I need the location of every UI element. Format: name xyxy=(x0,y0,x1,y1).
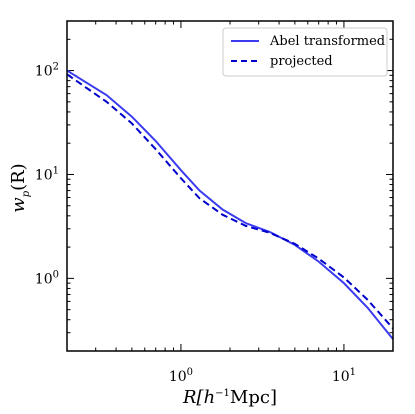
x-axis-label: R[h−1Mpc] xyxy=(182,387,277,408)
x-tick-label: 100 xyxy=(169,367,193,385)
y-tick-label: 100 xyxy=(35,269,59,287)
y-tick-label: 101 xyxy=(35,165,59,183)
legend-box xyxy=(222,27,388,77)
legend: Abel transformed projected xyxy=(222,27,388,77)
y-tick-label: 102 xyxy=(35,62,59,80)
series-line-abel-transformed xyxy=(66,69,394,340)
tick-labels: 100 101 100 101 102 xyxy=(35,62,356,385)
plot-frame xyxy=(66,20,394,352)
series-line-projected xyxy=(66,73,394,330)
series-layer xyxy=(66,69,394,340)
y-axis-label: wp(R) xyxy=(8,163,32,212)
legend-label-projected: projected xyxy=(270,54,333,69)
x-tick-label: 101 xyxy=(332,367,356,385)
legend-label-abel-transformed: Abel transformed xyxy=(269,34,385,49)
